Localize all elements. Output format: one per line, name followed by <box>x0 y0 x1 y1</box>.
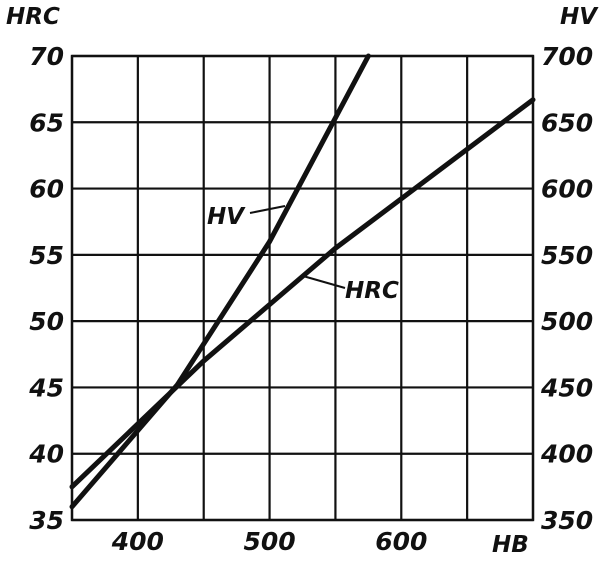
x-axis-title: HB <box>492 532 529 558</box>
right-tick-label: 500 <box>541 307 593 336</box>
labels: 35 40 45 50 55 60 65 70 350 400 450 500 550 600 650 700… <box>28 42 593 556</box>
x-tick-label: 600 <box>375 527 427 556</box>
left-tick-label: 40 <box>28 440 64 469</box>
x-tick-label: 500 <box>243 527 295 556</box>
hv-leader-line <box>249 205 286 214</box>
series-label-hv: HV <box>207 204 246 230</box>
left-tick-label: 60 <box>29 175 64 204</box>
hrc-leader-line <box>302 275 346 289</box>
left-tick-label: 35 <box>29 506 64 535</box>
right-tick-label: 650 <box>541 108 593 137</box>
left-tick-label: 45 <box>28 373 64 402</box>
left-tick-label: 65 <box>29 108 64 137</box>
right-tick-label: 400 <box>540 440 593 469</box>
right-tick-label: 350 <box>541 506 593 535</box>
series-line-hrc <box>69 97 536 490</box>
series-line-hv <box>69 53 371 510</box>
right-axis-title: HV <box>560 4 599 30</box>
x-tick-label: 400 <box>111 527 164 556</box>
right-tick-label: 700 <box>541 42 593 71</box>
grid <box>70 54 535 522</box>
left-tick-label: 70 <box>29 42 64 71</box>
left-axis-title: HRC <box>6 4 60 30</box>
left-tick-label: 50 <box>29 307 64 336</box>
right-tick-label: 600 <box>541 175 593 204</box>
series-label-hrc: HRC <box>345 278 399 304</box>
right-tick-label: 450 <box>540 373 593 402</box>
right-tick-label: 550 <box>541 241 593 270</box>
plot-frame <box>70 54 535 522</box>
left-tick-label: 55 <box>29 241 64 270</box>
series-lines <box>69 53 536 510</box>
